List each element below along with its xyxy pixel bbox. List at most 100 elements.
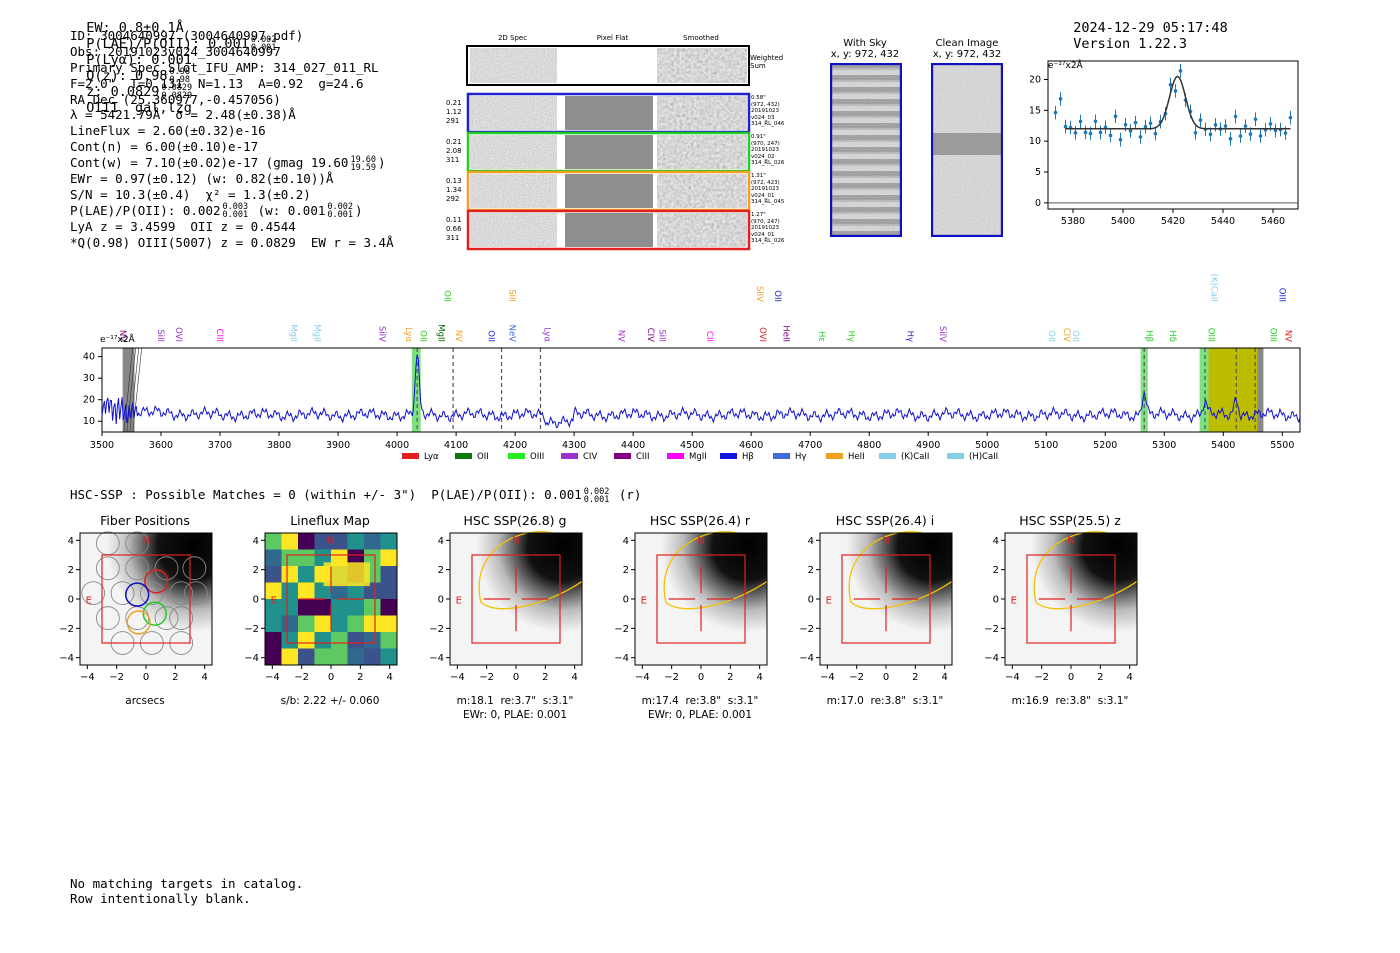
strip-stat: 0.11 (446, 216, 462, 224)
lineflux-cell (281, 582, 299, 600)
emission-line-label: OII (1046, 330, 1056, 342)
spec-ytick-label: 30 (83, 373, 95, 384)
imaging-panel: Fiber Positions N E 4 2 0 −2 −4 −4 −2 0 2 4 arcsecs (50, 510, 240, 725)
lineflux-cell (364, 599, 381, 616)
panel-xtick-label: 0 (1068, 672, 1074, 683)
spectrum-trace (101, 354, 1301, 429)
lineflux-cell (265, 566, 282, 583)
zoom-xtick-label: 5380 (1061, 216, 1085, 227)
zoom-point (1113, 114, 1118, 119)
east-label: E (826, 595, 832, 606)
spec-xtick-label: 4600 (739, 440, 763, 451)
lineflux-cell (265, 533, 282, 550)
panel-ytick-label: 4 (438, 536, 444, 547)
lineflux-cell (331, 549, 348, 567)
info-plae-w: (w: 0.001 (257, 202, 326, 218)
info-plae-w-hi: 0.002 (327, 202, 353, 213)
info-plae-lo: 0.001 (222, 210, 249, 221)
legend-swatch (455, 453, 472, 459)
lineflux-cell (314, 549, 332, 567)
info-plae-end: ) (354, 202, 363, 218)
strip-meta: 20191023 (751, 225, 779, 231)
zoom-point (1223, 124, 1228, 128)
zoom-xtick-label: 5400 (1111, 216, 1135, 227)
spec-xtick-label: 4300 (562, 440, 586, 451)
zoom-point (1178, 69, 1183, 73)
hsc-plae-lo: 0.001 (583, 494, 610, 505)
zoom-point (1093, 119, 1098, 124)
panel-xtick-label: 0 (328, 672, 334, 683)
fiber-highlight (142, 601, 167, 626)
strip-smooth (657, 174, 747, 208)
panel-ytick-label: 0 (623, 595, 629, 606)
east-label: E (641, 595, 647, 606)
strip-stat: 0.66 (446, 225, 462, 233)
lineflux-cell (347, 615, 365, 633)
zoom-point (1228, 137, 1233, 141)
spec-xtick-label: 4100 (444, 440, 468, 451)
spec-xtick-label: 3600 (149, 440, 173, 451)
legend-label: OIII (530, 452, 544, 462)
legend-label: CIII (636, 452, 649, 462)
galaxy-ellipse (848, 531, 953, 610)
header-summary: EW: 0.8±0.1Å P(LAE)/P(OII): 0.001 0.002 0.… (70, 4, 278, 116)
zoom-xtick-label: 5460 (1261, 216, 1285, 227)
legend-label: HeII (848, 452, 865, 462)
panel-ytick-label: −4 (799, 653, 814, 664)
strip-flat (565, 135, 653, 169)
clean-image-title: Clean Image (935, 38, 999, 49)
zoom-point (1128, 129, 1133, 133)
cutout-strips-svg (466, 45, 751, 251)
strip-meta: 314_RL_026 (751, 160, 785, 166)
imaging-panel: HSC SSP(25.5) z N E 4 2 0 −2 −4 −4 −2 0 2 4 m:16.9 re… (975, 510, 1165, 725)
fiber-circle (95, 606, 120, 630)
lineflux-cell (364, 648, 381, 666)
panel-caption: s/b: 2.22 +/- 0.060 (280, 695, 380, 707)
panel-xtick-label: 2 (357, 672, 363, 683)
panel-xtick-label: −2 (1034, 672, 1049, 683)
lineflux-cell (380, 566, 398, 583)
spec-xtick-label: 5400 (1211, 440, 1235, 451)
panel-caption: m:16.9 re:3.8" s:3.1" (1011, 695, 1129, 707)
panel-title: Fiber Positions (100, 513, 190, 528)
legend-label: (K)CaII (901, 452, 929, 462)
panel-ytick-label: 2 (68, 565, 74, 576)
info-radec: RA,Dec (25.360977,-0.457056) (70, 91, 281, 107)
lineflux-cell (298, 549, 315, 567)
strip-meta: v024_02 (751, 153, 775, 160)
strip-right-meta: 0.58" (972, 432) 20191023 v024_03 314_RL_046 (751, 95, 784, 128)
lineflux-cell (281, 648, 299, 666)
strip-rows (466, 92, 751, 251)
search-box (841, 554, 931, 644)
header-plya: P(Lyα): 0.001 (86, 52, 192, 68)
lineflux-cell (364, 632, 381, 649)
emission-line-label: SiII (657, 329, 667, 342)
mask-hatch (126, 347, 136, 433)
spec-xtick-label: 4500 (680, 440, 704, 451)
panel-xtick-label: 2 (1097, 672, 1103, 683)
panel-image: N E 4 2 0 −2 −4 −4 −2 0 2 4 (799, 531, 953, 683)
strip-meta: 20191023 (751, 108, 779, 114)
emission-line-label: OII (486, 330, 496, 342)
zoom-point (1138, 135, 1143, 139)
emission-line-label: OIII (1268, 328, 1278, 342)
legend-swatch (508, 453, 525, 459)
lineflux-cell (380, 582, 398, 600)
hsc-summary-text: HSC-SSP : Possible Matches = 0 (within +… (70, 487, 582, 502)
legend-label: Lyα (424, 452, 439, 462)
with-sky-image (830, 63, 902, 237)
emission-line-label: SiII (155, 329, 165, 342)
emission-line-label: SiIV (937, 326, 947, 342)
legend-swatch (667, 453, 684, 459)
panel-xtick-label: −4 (635, 672, 650, 683)
zoom-point (1053, 110, 1058, 115)
header-timestamp: 2024-12-29 05:17:48 (1073, 20, 1228, 36)
lineflux-cell (265, 648, 282, 666)
panel-ytick-label: 0 (253, 595, 259, 606)
clean-image-coords: x, y: 972, 432 (932, 49, 1002, 60)
north-label: N (512, 535, 519, 546)
lineflux-cell (298, 599, 315, 616)
imaging-panel: HSC SSP(26.4) i N E 4 2 0 −2 −4 −4 −2 0 2 4 m:17.0 re… (790, 510, 980, 725)
strip-stat: 0.21 (446, 138, 462, 146)
zoom-line-plot: 5380 5400 5420 5440 5460 0 5 10 15 20 (1030, 60, 1299, 227)
